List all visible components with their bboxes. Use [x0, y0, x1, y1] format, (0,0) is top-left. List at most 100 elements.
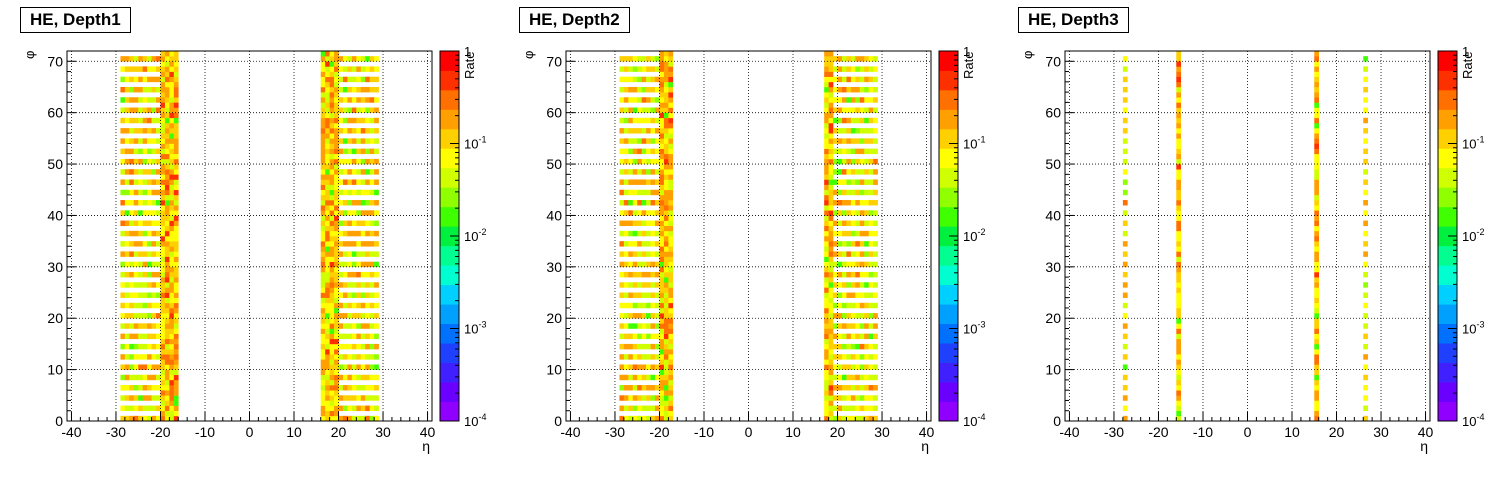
- heatmap-cell: [334, 251, 339, 257]
- heatmap-cell: [138, 179, 143, 185]
- heatmap-cell: [156, 364, 161, 370]
- heatmap-cell: [668, 76, 674, 83]
- heatmap-cell: [828, 313, 834, 319]
- x-tick-label: 40: [420, 424, 436, 440]
- heatmap-cell: [374, 241, 379, 247]
- heatmap-cell: [828, 241, 834, 247]
- heatmap-cell: [169, 179, 175, 185]
- heatmap-cell: [668, 189, 674, 196]
- heatmap-cell: [873, 333, 878, 340]
- heatmap-cell: [325, 241, 330, 247]
- heatmap-cell: [663, 241, 669, 247]
- heatmap-cell: [164, 369, 170, 376]
- heatmap-cell: [850, 405, 856, 412]
- heatmap-cell: [1363, 405, 1368, 412]
- heatmap-cell: [329, 292, 335, 298]
- heatmap-cell: [650, 333, 656, 340]
- heatmap-cell: [342, 138, 348, 144]
- heatmap-cell: [668, 266, 674, 273]
- heatmap-cell: [1176, 133, 1182, 139]
- heatmap-cell: [859, 385, 865, 391]
- heatmap-cell: [1363, 364, 1368, 370]
- heatmap-cell: [864, 179, 869, 185]
- heatmap-cell: [655, 302, 660, 309]
- heatmap-cell: [360, 364, 366, 370]
- heatmap-cell: [173, 369, 179, 376]
- heatmap-cell: [320, 225, 326, 232]
- heatmap-cell: [1176, 122, 1182, 129]
- heatmap-cell: [828, 51, 834, 57]
- heatmap-cell: [164, 122, 170, 129]
- heatmap-cell: [868, 241, 874, 247]
- heatmap-cell: [846, 354, 852, 360]
- heatmap-cell: [320, 364, 326, 370]
- heatmap-cell: [329, 236, 335, 242]
- y-tick-label: 20: [546, 310, 562, 326]
- heatmap-cell: [837, 220, 843, 227]
- heatmap-cell: [138, 210, 143, 216]
- heatmap-cell: [855, 107, 861, 113]
- color-bar-label: Rate: [462, 52, 477, 79]
- heatmap-cell: [160, 122, 166, 129]
- heatmap-cell: [173, 107, 179, 113]
- heatmap-cell: [1176, 102, 1182, 108]
- heatmap-cell: [124, 169, 130, 175]
- heatmap-cell: [334, 138, 339, 144]
- heatmap-cell: [142, 230, 148, 237]
- heatmap-cell: [129, 385, 135, 391]
- heatmap-cell: [828, 66, 834, 72]
- heatmap-cell: [1314, 385, 1320, 391]
- heatmap-cell: [325, 328, 330, 334]
- heatmap-cell: [334, 236, 339, 242]
- heatmap-cell: [864, 189, 869, 196]
- heatmap-cell: [1363, 138, 1368, 144]
- heatmap-cell: [846, 241, 852, 247]
- heatmap-cell: [833, 66, 838, 72]
- heatmap-cell: [369, 210, 375, 216]
- heatmap-cell: [160, 112, 166, 119]
- heatmap-cell: [360, 333, 366, 340]
- heatmap-cell: [160, 138, 166, 144]
- heatmap-cell: [824, 225, 829, 232]
- heatmap-cell: [325, 92, 330, 98]
- heatmap-cell: [160, 86, 166, 93]
- heatmap-cell: [668, 282, 674, 288]
- heatmap-cell: [868, 220, 874, 227]
- heatmap-cell: [329, 354, 335, 360]
- heatmap-cell: [329, 81, 335, 88]
- heatmap-cell: [169, 313, 175, 319]
- heatmap-cell: [841, 210, 847, 216]
- heatmap-cell: [864, 107, 869, 113]
- heatmap-cell: [329, 405, 335, 412]
- heatmap-cell: [325, 282, 330, 288]
- heatmap-cell: [356, 292, 362, 298]
- heatmap-cell: [133, 66, 139, 72]
- heatmap-cell: [173, 338, 179, 345]
- heatmap-cell: [338, 56, 344, 62]
- heatmap-cell: [659, 313, 665, 319]
- heatmap-cell: [659, 364, 665, 370]
- heatmap-cell: [342, 405, 348, 412]
- heatmap-cell: [147, 56, 152, 62]
- heatmap-cell: [173, 282, 179, 288]
- heatmap-cell: [655, 97, 660, 103]
- heatmap-cell: [151, 169, 157, 175]
- heatmap-cell: [1122, 200, 1128, 206]
- color-bar-segment: [440, 245, 459, 266]
- heatmap-cell: [864, 282, 869, 288]
- heatmap-cell: [374, 148, 379, 155]
- heatmap-cell: [650, 189, 656, 196]
- heatmap-cell: [169, 200, 175, 206]
- heatmap-cell: [374, 97, 379, 103]
- heatmap-cell: [347, 313, 353, 319]
- heatmap-cell: [173, 56, 179, 62]
- heatmap-cell: [1122, 220, 1128, 227]
- heatmap-cell: [833, 333, 838, 340]
- heatmap-cell: [320, 210, 326, 216]
- heatmap-cell: [864, 76, 869, 83]
- heatmap-cell: [619, 128, 625, 134]
- heatmap-cell: [334, 179, 339, 185]
- heatmap-cell: [160, 282, 166, 288]
- heatmap-cell: [329, 271, 335, 278]
- heatmap-cell: [841, 76, 847, 83]
